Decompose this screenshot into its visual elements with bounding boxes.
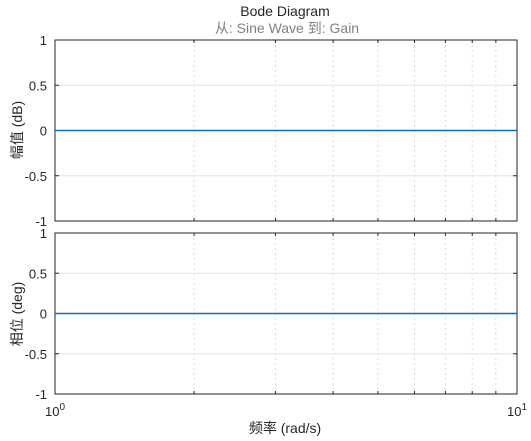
chart-title: Bode Diagram	[240, 3, 330, 19]
phase-y-tick-label: 1	[40, 226, 47, 241]
magnitude-subplot: 1 0.5 0 -0.5 -1	[25, 33, 518, 229]
magnitude-y-tick-label: -1	[35, 214, 47, 229]
magnitude-y-tick-label: 0	[40, 124, 47, 139]
phase-y-tick-label: 0.5	[29, 266, 47, 281]
x-tick-label: 100	[45, 402, 65, 419]
magnitude-y-axis-label: 幅值 (dB)	[9, 101, 25, 159]
magnitude-y-tick-label: 1	[40, 33, 47, 48]
phase-y-tick-label: -0.5	[25, 347, 47, 362]
x-tick-label: 101	[507, 402, 527, 419]
chart-subtitle: 从: Sine Wave 到: Gain	[215, 20, 359, 36]
magnitude-y-tick-label: -0.5	[25, 169, 47, 184]
phase-y-axis-label: 相位 (deg)	[9, 282, 25, 347]
phase-subplot: 1 0.5 0 -0.5 -1	[25, 226, 518, 402]
x-axis-label: 频率 (rad/s)	[249, 420, 321, 436]
phase-y-tick-label: 0	[40, 307, 47, 322]
phase-y-tick-label: -1	[35, 387, 47, 402]
magnitude-y-tick-label: 0.5	[29, 78, 47, 93]
